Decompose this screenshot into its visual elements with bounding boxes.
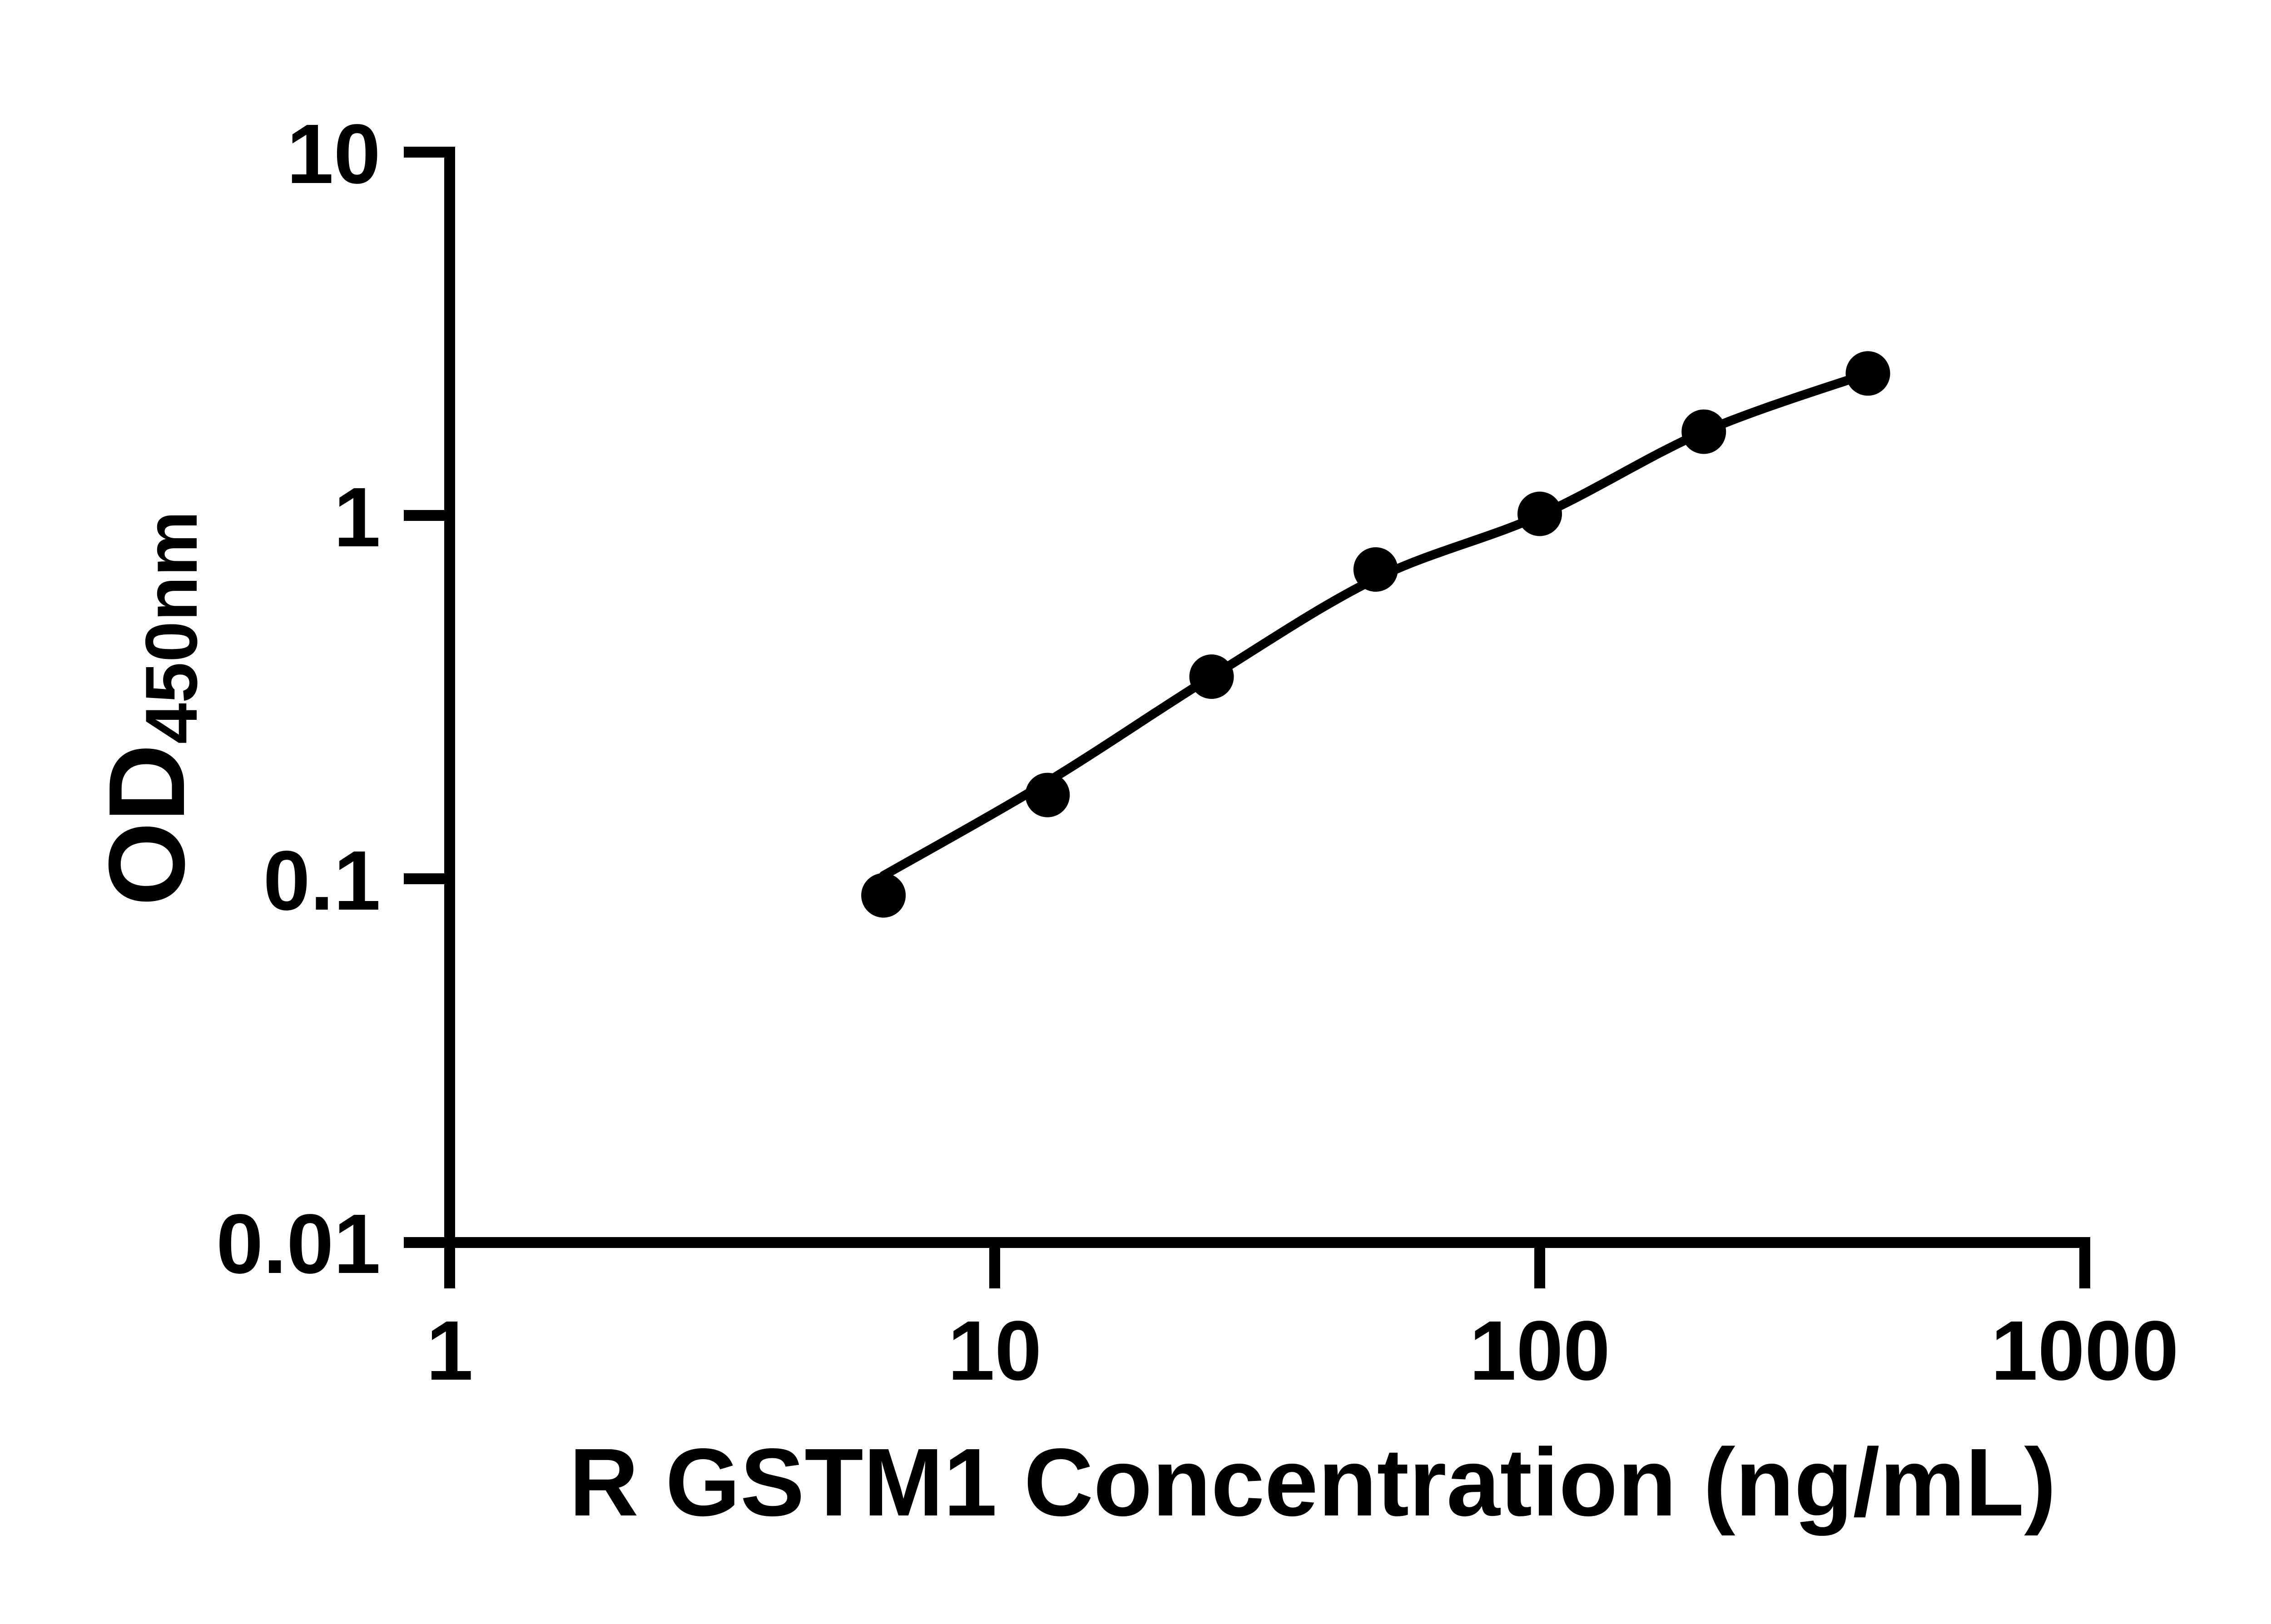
data-point [1353, 547, 1398, 592]
data-point [861, 873, 906, 918]
y-tick-label: 1 [334, 470, 381, 564]
tick-labels: 1 10 100 1000 10 1 0.1 0.01 [216, 107, 2179, 1398]
x-tick-label: 100 [1469, 1304, 1610, 1398]
x-tick-label: 1 [426, 1304, 473, 1398]
data-points-group [861, 351, 1890, 918]
data-point [1189, 654, 1234, 699]
x-tick-label: 1000 [1991, 1304, 2179, 1398]
y-tick-label: 10 [287, 107, 381, 201]
data-point [1025, 772, 1070, 817]
y-axis-title: OD450nm [87, 511, 213, 906]
y-tick-label: 0.01 [216, 1197, 381, 1291]
axes [404, 147, 2090, 1288]
y-axis-title-main: OD [87, 744, 207, 906]
x-tick-label: 10 [948, 1304, 1042, 1398]
y-tick-label: 0.1 [263, 834, 381, 928]
data-point [1517, 491, 1562, 536]
data-point [1681, 409, 1726, 454]
y-axis-title-subscript: 450nm [130, 511, 213, 744]
x-axis-title: R GSTM1 Concentration (ng/mL) [569, 1428, 2056, 1536]
data-point [1845, 351, 1890, 396]
